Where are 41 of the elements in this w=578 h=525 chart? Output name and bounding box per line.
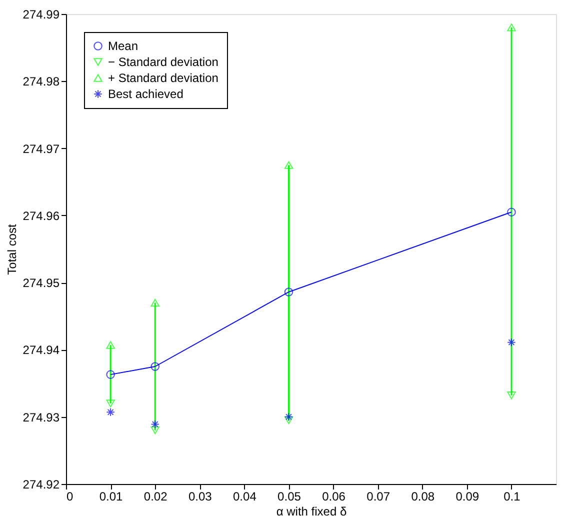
y-tick-label: 274.94 [22, 343, 60, 358]
x-tick-label: 0.05 [278, 490, 302, 504]
point [507, 392, 516, 400]
y-tick-label: 274.96 [22, 208, 60, 223]
point [507, 24, 516, 32]
y-tick-label: 274.95 [22, 276, 60, 290]
x-tick-label: 0.09 [456, 490, 480, 504]
point [284, 416, 294, 424]
point [507, 338, 516, 347]
point [150, 420, 160, 429]
x-tick-label: 0.02 [144, 490, 168, 504]
y-tick-label: 274.99 [22, 8, 60, 22]
x-tick-label: 0.1 [504, 490, 521, 504]
y-tick-label: 274.93 [22, 410, 60, 424]
point [150, 298, 160, 307]
y-tick-label: 274.97 [22, 142, 60, 156]
point [284, 288, 294, 296]
point [150, 362, 160, 371]
point [507, 208, 516, 216]
point [106, 370, 115, 379]
y-axis-title: Total cost [4, 223, 19, 275]
point [106, 400, 115, 408]
x-tick-label: 0.08 [411, 490, 435, 504]
y-tick-label: 274.98 [22, 74, 60, 89]
x-tick-label: 0 [66, 490, 74, 504]
legend-label: + Standard deviation [108, 71, 218, 85]
x-tick-label: 0.07 [366, 490, 390, 504]
x-axis-title: α with fixed δ [276, 504, 347, 518]
legend-label: − Standard deviation [108, 55, 218, 69]
y-tick-label: 274.92 [22, 478, 60, 492]
point [150, 426, 160, 434]
point [284, 412, 294, 422]
point [284, 161, 294, 169]
x-tick-label: 0.03 [188, 490, 212, 504]
x-tick-label: 0.06 [322, 490, 346, 504]
point [106, 341, 115, 349]
x-tick-label: 0.01 [99, 490, 124, 504]
legend-label: Best achieved [108, 87, 184, 101]
x-tick-label: 0.04 [233, 490, 257, 504]
point [106, 408, 115, 417]
legend-label: Mean [108, 39, 138, 53]
